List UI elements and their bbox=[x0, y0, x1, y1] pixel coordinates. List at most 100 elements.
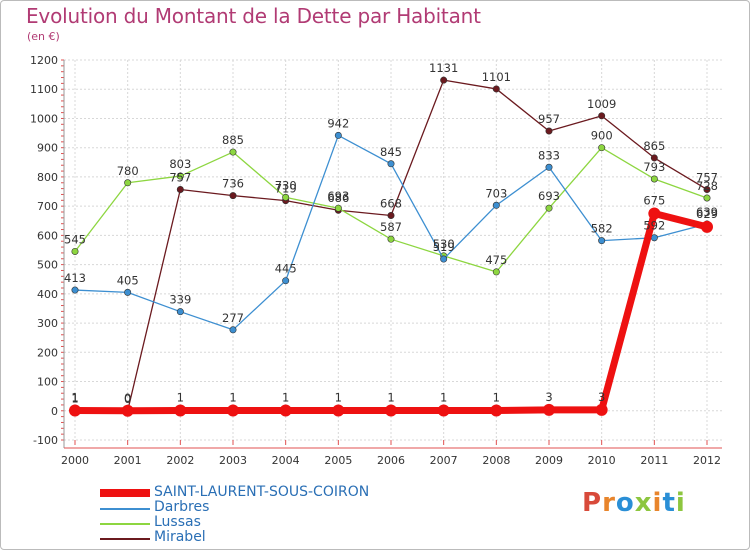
series bbox=[69, 76, 713, 417]
data-point bbox=[545, 163, 553, 171]
data-label: 639 bbox=[696, 205, 718, 219]
data-label: 1 bbox=[493, 390, 500, 404]
data-point bbox=[650, 234, 658, 242]
y-tick-label: -100 bbox=[33, 434, 58, 447]
data-point bbox=[387, 235, 395, 243]
y-tick-label: 100 bbox=[37, 376, 58, 389]
x-tick-label: 2003 bbox=[219, 454, 247, 467]
data-point bbox=[598, 237, 606, 245]
axes: -100010020030040050060070080090010001100… bbox=[30, 54, 722, 467]
data-label: 1 bbox=[440, 390, 447, 404]
data-label: 1 bbox=[387, 390, 394, 404]
data-label: 803 bbox=[169, 157, 191, 171]
data-point bbox=[650, 154, 658, 162]
data-point bbox=[334, 204, 342, 212]
data-label: 736 bbox=[222, 177, 244, 191]
data-label: 592 bbox=[643, 219, 665, 233]
data-label: 1 bbox=[282, 390, 289, 404]
data-label: 1009 bbox=[587, 97, 616, 111]
data-label: 693 bbox=[538, 189, 560, 203]
data-label: 668 bbox=[380, 197, 402, 211]
data-point bbox=[440, 76, 448, 84]
data-label: 277 bbox=[222, 311, 244, 325]
data-point bbox=[387, 160, 395, 168]
data-label: 629 bbox=[696, 207, 718, 221]
data-point bbox=[595, 403, 608, 416]
data-label: 413 bbox=[64, 271, 86, 285]
data-point bbox=[71, 247, 79, 255]
x-tick-label: 2011 bbox=[640, 454, 668, 467]
data-point bbox=[490, 404, 503, 417]
data-label: 693 bbox=[327, 189, 349, 203]
y-tick-label: 0 bbox=[51, 405, 58, 418]
y-tick-label: 1100 bbox=[30, 83, 58, 96]
data-point bbox=[121, 404, 134, 417]
data-point bbox=[334, 131, 342, 139]
y-tick-label: 1200 bbox=[30, 54, 58, 67]
data-label: 719 bbox=[275, 182, 297, 196]
x-tick-label: 2009 bbox=[535, 454, 563, 467]
proxiti-logo: Proxiti bbox=[582, 488, 686, 518]
data-point bbox=[229, 326, 237, 334]
data-point bbox=[176, 172, 184, 180]
data-label: 582 bbox=[591, 222, 613, 236]
data-label: 833 bbox=[538, 148, 560, 162]
data-label: 686 bbox=[327, 191, 349, 205]
legend-swatch bbox=[100, 489, 150, 497]
data-label: 1101 bbox=[482, 70, 511, 84]
y-tick-label: 300 bbox=[37, 317, 58, 330]
x-tick-label: 2008 bbox=[482, 454, 510, 467]
data-point bbox=[282, 193, 290, 201]
data-point bbox=[332, 404, 345, 417]
data-point bbox=[598, 112, 606, 120]
legend-label: Lussas bbox=[154, 514, 201, 530]
y-tick-label: 500 bbox=[37, 259, 58, 272]
data-point bbox=[229, 192, 237, 200]
data-label: 587 bbox=[380, 220, 402, 234]
y-tick-label: 600 bbox=[37, 229, 58, 242]
data-label: 793 bbox=[643, 160, 665, 174]
data-point bbox=[650, 175, 658, 183]
data-point bbox=[701, 220, 713, 233]
data-point bbox=[124, 288, 132, 296]
legend-swatch bbox=[100, 538, 150, 540]
data-label: 3 bbox=[545, 390, 552, 404]
data-label: 519 bbox=[433, 240, 455, 254]
data-point bbox=[437, 404, 450, 417]
data-point bbox=[648, 207, 661, 220]
data-label: 1 bbox=[229, 390, 236, 404]
data-label: 942 bbox=[327, 116, 349, 130]
data-point bbox=[176, 185, 184, 193]
data-point bbox=[598, 144, 606, 152]
legend-label: Darbres bbox=[154, 499, 210, 515]
chart-title: Evolution du Montant de la Dette par Hab… bbox=[26, 4, 481, 28]
data-label: 900 bbox=[591, 129, 613, 143]
plot-area bbox=[64, 60, 722, 440]
data-point bbox=[174, 404, 187, 417]
data-point bbox=[545, 127, 553, 135]
data-label: 757 bbox=[169, 170, 191, 184]
grid bbox=[64, 59, 722, 441]
x-tick-label: 2006 bbox=[377, 454, 405, 467]
data-point bbox=[69, 404, 81, 417]
data-label: 339 bbox=[169, 293, 191, 307]
data-label: 757 bbox=[696, 170, 718, 184]
data-label: 845 bbox=[380, 145, 402, 159]
x-tick-label: 2012 bbox=[693, 454, 721, 467]
data-label: 885 bbox=[222, 133, 244, 147]
data-point bbox=[282, 277, 290, 285]
data-label: 1 bbox=[71, 391, 78, 405]
x-tick-label: 2001 bbox=[114, 454, 142, 467]
data-label: 0 bbox=[124, 391, 131, 405]
data-point bbox=[492, 85, 500, 93]
data-point bbox=[229, 148, 237, 156]
data-label: 1 bbox=[335, 390, 342, 404]
data-point bbox=[227, 404, 239, 417]
y-tick-label: 200 bbox=[37, 346, 58, 359]
data-label: 1 bbox=[71, 390, 78, 404]
data-point bbox=[71, 286, 79, 294]
data-point bbox=[440, 255, 448, 263]
data-point bbox=[492, 268, 500, 276]
